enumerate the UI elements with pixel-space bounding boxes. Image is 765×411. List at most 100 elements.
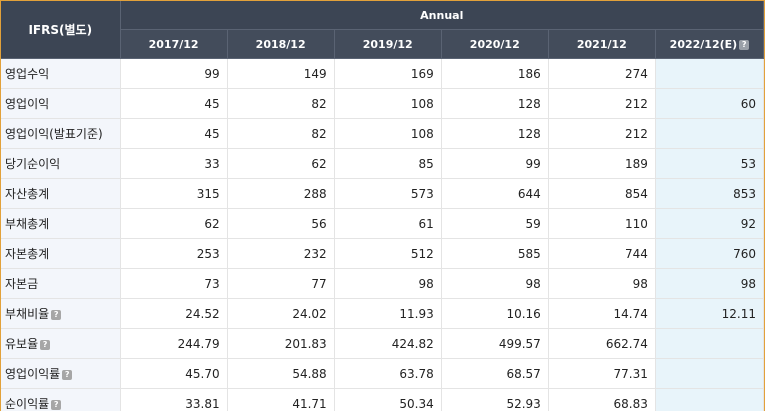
row-label-cell: 자본총계: [1, 239, 120, 269]
row-label-cell: 자본금: [1, 269, 120, 299]
year-label: 2021/12: [577, 38, 627, 51]
value-cell: 41.71: [227, 389, 334, 411]
value-cell: 644: [441, 179, 548, 209]
value-cell: 33.81: [120, 389, 227, 411]
value-cell: 499.57: [441, 329, 548, 359]
row-label: 영업이익(발표기준): [5, 127, 103, 141]
value-cell: 62: [120, 209, 227, 239]
value-cell: 77: [227, 269, 334, 299]
value-cell: 212: [548, 119, 655, 149]
value-cell: 54.88: [227, 359, 334, 389]
row-label: 순이익률: [5, 397, 49, 411]
value-cell: 662.74: [548, 329, 655, 359]
value-cell: 24.02: [227, 299, 334, 329]
row-label-cell: 부채비율?: [1, 299, 120, 329]
value-cell: 14.74: [548, 299, 655, 329]
value-cell: 744: [548, 239, 655, 269]
value-cell: 59: [441, 209, 548, 239]
estimate-value-cell: [655, 119, 763, 149]
year-label: 2018/12: [256, 38, 306, 51]
row-label: 자본금: [5, 277, 38, 291]
estimate-value-cell: 60: [655, 89, 763, 119]
value-cell: 128: [441, 89, 548, 119]
help-icon[interactable]: ?: [739, 40, 749, 50]
row-label: 영업수익: [5, 67, 49, 81]
row-label: 부채총계: [5, 217, 49, 231]
value-cell: 77.31: [548, 359, 655, 389]
value-cell: 62: [227, 149, 334, 179]
estimate-value-cell: [655, 389, 763, 411]
value-cell: 424.82: [334, 329, 441, 359]
value-cell: 11.93: [334, 299, 441, 329]
value-cell: 573: [334, 179, 441, 209]
row-label: 영업이익: [5, 97, 49, 111]
value-cell: 189: [548, 149, 655, 179]
help-icon[interactable]: ?: [51, 310, 61, 320]
value-cell: 45: [120, 89, 227, 119]
value-cell: 99: [120, 59, 227, 89]
estimate-value-cell: [655, 329, 763, 359]
value-cell: 315: [120, 179, 227, 209]
value-cell: 56: [227, 209, 334, 239]
value-cell: 33: [120, 149, 227, 179]
row-label-cell: 유보율?: [1, 329, 120, 359]
row-label-cell: 자산총계: [1, 179, 120, 209]
estimate-value-cell: 98: [655, 269, 763, 299]
year-header: 2019/12: [334, 30, 441, 59]
year-label: 2022/12(E): [670, 38, 738, 51]
year-header: 2020/12: [441, 30, 548, 59]
value-cell: 274: [548, 59, 655, 89]
year-header-estimate: 2022/12(E)?: [655, 30, 763, 59]
value-cell: 244.79: [120, 329, 227, 359]
value-cell: 98: [441, 269, 548, 299]
row-label: 당기순이익: [5, 157, 60, 171]
value-cell: 110: [548, 209, 655, 239]
help-icon[interactable]: ?: [51, 400, 61, 410]
estimate-value-cell: [655, 59, 763, 89]
value-cell: 61: [334, 209, 441, 239]
value-cell: 10.16: [441, 299, 548, 329]
value-cell: 512: [334, 239, 441, 269]
value-cell: 85: [334, 149, 441, 179]
value-cell: 108: [334, 89, 441, 119]
year-label: 2017/12: [149, 38, 199, 51]
year-label: 2019/12: [363, 38, 413, 51]
row-label-cell: 순이익률?: [1, 389, 120, 411]
value-cell: 288: [227, 179, 334, 209]
value-cell: 186: [441, 59, 548, 89]
value-cell: 24.52: [120, 299, 227, 329]
row-label-cell: 당기순이익: [1, 149, 120, 179]
value-cell: 45: [120, 119, 227, 149]
estimate-value-cell: 92: [655, 209, 763, 239]
row-label: 영업이익률: [5, 367, 60, 381]
help-icon[interactable]: ?: [40, 340, 50, 350]
help-icon[interactable]: ?: [62, 370, 72, 380]
estimate-value-cell: 12.11: [655, 299, 763, 329]
value-cell: 82: [227, 89, 334, 119]
estimate-value-cell: [655, 359, 763, 389]
row-label-cell: 영업이익률?: [1, 359, 120, 389]
annual-group-header: Annual: [120, 1, 763, 30]
value-cell: 82: [227, 119, 334, 149]
value-cell: 98: [548, 269, 655, 299]
value-cell: 52.93: [441, 389, 548, 411]
year-header: 2018/12: [227, 30, 334, 59]
estimate-value-cell: 760: [655, 239, 763, 269]
year-label: 2020/12: [470, 38, 520, 51]
value-cell: 108: [334, 119, 441, 149]
value-cell: 169: [334, 59, 441, 89]
accounting-standard-header: IFRS(별도): [1, 1, 120, 59]
value-cell: 63.78: [334, 359, 441, 389]
